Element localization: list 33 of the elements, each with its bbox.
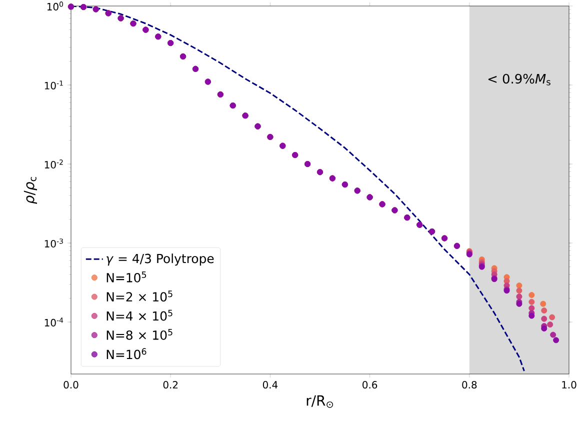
y-tick-label: 10$^{-4}$ bbox=[44, 318, 64, 326]
x-tick-label: 0.4 bbox=[262, 381, 278, 389]
legend-label: N=2 × 10$^{5}$ bbox=[106, 290, 172, 302]
point bbox=[528, 298, 535, 305]
point bbox=[541, 308, 548, 314]
x-tick-label: 1.0 bbox=[562, 381, 576, 389]
y-axis-title: ρ/ρ$_{c}$ bbox=[24, 176, 38, 204]
point bbox=[549, 314, 556, 320]
point bbox=[528, 312, 535, 319]
point bbox=[528, 292, 535, 298]
x-tick-label: 0.6 bbox=[362, 381, 378, 389]
x-tick-label: 0.2 bbox=[163, 381, 178, 389]
y-tick-label: 10$^{-1}$ bbox=[44, 80, 63, 90]
y-tick-label: 10$^{-3}$ bbox=[44, 238, 63, 248]
y-tick-label: 10$^{0}$ bbox=[47, 2, 64, 10]
annotation: < 0.9%M$_{s}$ bbox=[488, 74, 550, 86]
x-axis-title: r/R$_{⊙}$ bbox=[306, 395, 334, 408]
point bbox=[547, 322, 554, 328]
legend-label: N=10$^{6}$ bbox=[106, 348, 146, 360]
point bbox=[540, 300, 546, 307]
x-tick-label: 0.8 bbox=[462, 381, 477, 389]
x-tick-label: 0.0 bbox=[64, 381, 78, 389]
point bbox=[550, 332, 556, 338]
point bbox=[553, 337, 560, 344]
point bbox=[516, 294, 522, 300]
point bbox=[516, 288, 522, 294]
point bbox=[528, 305, 535, 312]
point bbox=[541, 316, 548, 322]
y-tick-label: 10$^{-2}$ bbox=[44, 160, 63, 168]
legend-label: N=10$^{5}$ bbox=[106, 272, 146, 282]
legend-label: γ = 4/3 Polytrope bbox=[106, 254, 214, 266]
legend-label: N=8 × 10$^{5}$ bbox=[106, 329, 172, 340]
legend-label: N=4 × 10$^{5}$ bbox=[106, 310, 172, 321]
